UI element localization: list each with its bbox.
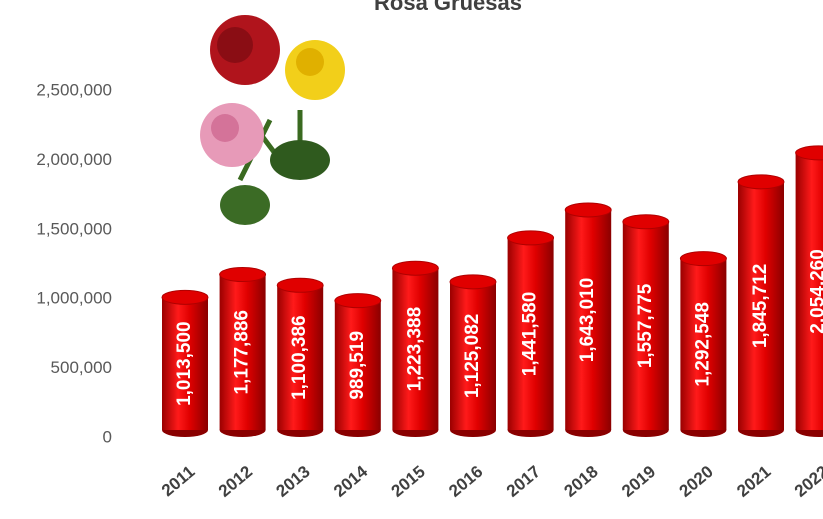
bar-top: [795, 145, 823, 161]
cylinder: [334, 293, 382, 437]
bar-top: [161, 289, 209, 305]
bar: [334, 300, 381, 430]
bar: [392, 268, 439, 430]
value-label: 2,054,260: [808, 249, 823, 334]
value-label: 1,125,082: [462, 314, 483, 399]
cylinder: [391, 260, 439, 437]
cylinder: [161, 289, 209, 437]
y-tick-label: 500,000: [51, 358, 112, 377]
value-label: 1,013,500: [174, 321, 195, 406]
roses-illustration: [200, 15, 345, 225]
x-tick-label: 2017: [503, 462, 544, 501]
x-tick-label: 2015: [388, 462, 429, 501]
bar-top: [276, 277, 324, 293]
cylinder: [622, 214, 670, 437]
y-tick-label: 1,000,000: [36, 289, 112, 308]
bar: [565, 209, 612, 430]
chart-title: Rosa Gruesas: [374, 0, 522, 15]
x-tick-label: 2019: [618, 462, 659, 501]
bar: [162, 297, 208, 430]
bar: [219, 274, 266, 430]
cylinder: [795, 145, 823, 437]
y-tick-label: 2,000,000: [36, 150, 112, 169]
bar: [738, 181, 784, 430]
x-tick-label: 2020: [676, 462, 717, 501]
y-tick-label: 2,500,000: [36, 80, 112, 99]
bar: [277, 285, 324, 430]
bar: [622, 221, 669, 430]
cylinder: [507, 230, 555, 437]
cylinder: [737, 174, 785, 437]
bar: [680, 258, 727, 430]
value-label: 1,441,580: [520, 292, 541, 377]
bar-top: [449, 274, 497, 290]
y-tick-label: 1,500,000: [36, 219, 112, 238]
value-label: 1,557,775: [635, 283, 656, 368]
x-tick-label: 2014: [330, 462, 372, 501]
x-tick-label: 2012: [215, 462, 256, 501]
value-label: 1,643,010: [577, 278, 598, 363]
bar-top: [622, 214, 670, 230]
value-label: 1,100,386: [289, 315, 310, 400]
x-tick-label: 2011: [158, 462, 198, 500]
bar: [795, 152, 823, 430]
y-tick-label: 0: [103, 427, 112, 446]
cylinder: [219, 267, 267, 437]
x-tick-label: 2016: [445, 462, 486, 501]
x-tick-label: 2021: [733, 462, 774, 501]
bar: [507, 237, 554, 430]
bar-top: [679, 251, 727, 267]
x-tick-label: 2013: [272, 462, 313, 501]
bar-top: [219, 267, 267, 283]
x-tick-label: 2018: [560, 462, 601, 501]
bar: [450, 281, 496, 430]
cylinder: [564, 202, 612, 437]
bar-top: [564, 202, 612, 218]
cylinder: [449, 274, 497, 437]
bar-top: [737, 174, 785, 190]
value-label: 1,292,548: [692, 302, 713, 387]
value-label: 1,223,388: [404, 307, 425, 392]
value-label: 1,177,886: [232, 310, 253, 395]
bar-top: [507, 230, 555, 246]
bar-top: [334, 293, 382, 309]
value-label: 1,845,712: [750, 264, 771, 349]
bar-top: [391, 260, 439, 276]
x-tick-label: 2022: [791, 462, 823, 501]
value-label: 989,519: [347, 331, 368, 400]
cylinder: [276, 277, 324, 437]
cylinder: [679, 251, 727, 437]
